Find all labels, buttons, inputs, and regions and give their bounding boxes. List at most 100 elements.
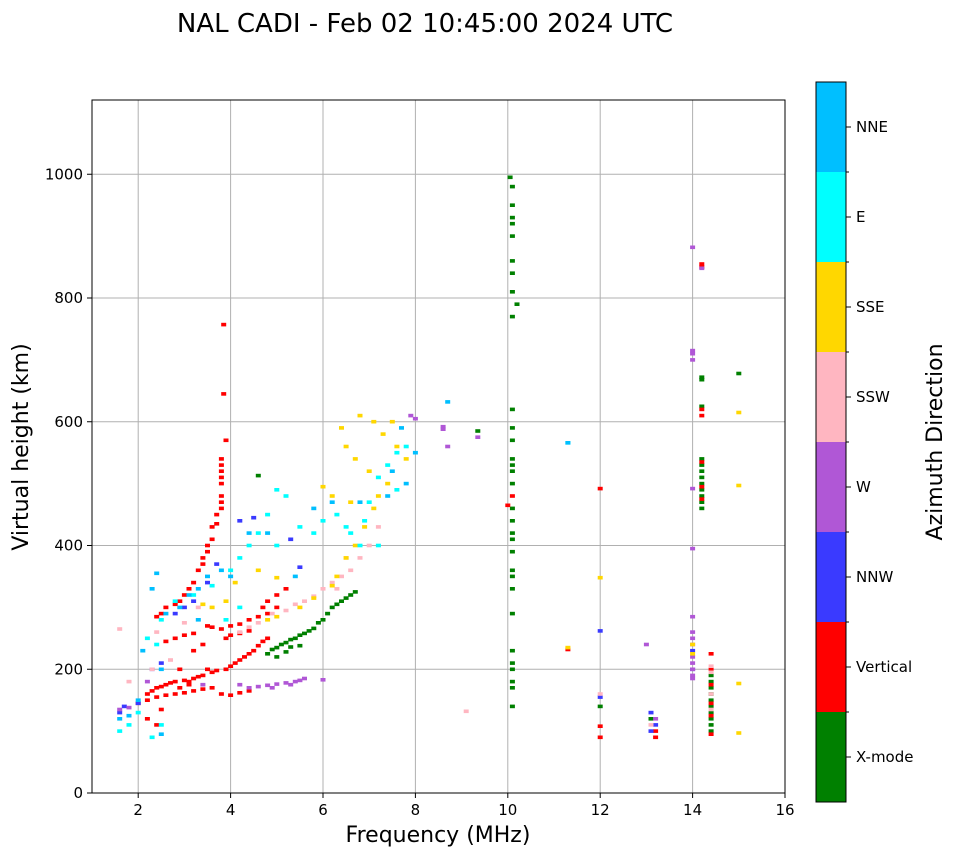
echo-point-vertical [228,624,234,628]
colorbar-segment [816,622,846,712]
echo-point-x-mode [352,590,358,594]
echo-point-sse [565,645,571,650]
echo-point-sse [690,652,696,656]
echo-point-nnw [288,537,294,542]
echo-point-e [154,642,160,647]
echo-point-x-mode [509,574,515,579]
echo-point-x-mode [509,184,515,189]
plot-frame [91,99,786,794]
echo-point-nne [246,531,252,535]
echo-point-ssw [181,621,187,625]
echo-point-x-mode [708,729,714,733]
echo-point-vertical [144,717,150,721]
echo-point-nnw [251,515,257,520]
echo-point-w [475,435,481,439]
echo-point-x-mode [278,642,284,647]
echo-point-w [144,679,150,684]
echo-point-nne [399,426,404,430]
echo-point-w [690,636,696,641]
echo-point-x-mode [597,704,603,709]
colorbar-label-item: Vertical [856,658,912,676]
echo-point-x-mode [292,636,298,641]
echo-point-w [690,661,696,665]
echo-point-w [274,682,280,686]
echo-point-x-mode [699,457,705,461]
echo-point-nne [403,481,409,486]
echo-point-sse [343,556,349,560]
echo-point-vertical [232,661,238,665]
echo-point-sse [380,432,386,436]
echo-point-e [348,531,354,535]
echo-point-e [158,723,164,727]
echo-point-x-mode [320,618,326,622]
echo-point-nne [195,618,201,622]
echo-point-vertical [597,486,603,491]
echo-point-vertical [221,322,227,327]
echo-point-ssw [597,692,603,696]
echo-point-e [209,583,215,588]
echo-point-ssw [708,707,714,712]
echo-point-x-mode [509,463,515,467]
echo-point-x-mode [274,655,280,659]
echo-point-e [375,543,381,548]
echo-point-vertical [218,494,224,498]
echo-point-w [412,416,418,421]
echo-point-x-mode [699,494,705,498]
echo-point-x-mode [509,549,515,554]
colorbar: X-mode Vertical NNW W SSW SSE E NNE [815,81,913,803]
echo-point-ssw [255,621,261,625]
echo-point-sse [403,457,409,461]
echo-point-vertical [223,667,229,672]
echo-point-nnw [181,605,187,610]
echo-point-w [690,546,696,551]
echo-point-vertical [699,407,705,412]
echo-point-vertical [144,692,150,696]
echo-point-vertical [265,636,271,641]
echo-point-vertical [565,647,571,652]
echo-point-nne [177,605,183,610]
echo-point-nne [140,648,146,653]
colorbar-label-item: NNE [856,118,888,136]
echo-point-sse [389,419,395,424]
x-tick-label: 10 [498,801,517,819]
echo-point-e [385,463,391,467]
echo-point-x-mode [648,717,654,721]
echo-point-w [302,676,307,681]
echo-point-x-mode [509,611,515,616]
echo-point-vertical [708,713,714,718]
echo-point-vertical [163,605,169,610]
echo-point-x-mode [708,710,714,715]
y-tick-label: 0 [73,784,83,802]
echo-point-vertical [699,497,705,501]
echo-point-sse [371,506,377,511]
echo-point-w [690,630,696,634]
echo-point-ssw [708,664,714,668]
echo-point-vertical [209,525,215,529]
echo-point-nnw [237,519,243,523]
echo-point-w [690,655,696,659]
echo-point-ssw [168,658,173,662]
echo-point-sse [362,525,368,529]
echo-point-e [394,450,400,455]
echo-point-ssw [648,723,654,727]
echo-point-vertical [205,624,210,628]
echo-point-vertical [163,693,169,697]
echo-point-ssw [366,543,372,548]
echo-point-w [690,348,696,353]
echo-point-vertical [163,682,169,687]
echo-point-sse [265,618,271,622]
echo-point-nnw [158,661,164,665]
echo-point-vertical [209,686,215,690]
echo-point-e [191,593,197,597]
echo-point-vertical [205,667,210,672]
echo-point-e [228,568,234,573]
colorbar-segment [816,262,846,352]
echo-point-ssw [463,709,469,714]
echo-point-x-mode [507,175,513,180]
echo-point-x-mode [509,481,515,486]
echo-point-x-mode [509,587,515,591]
echo-point-vertical [172,692,178,696]
echo-point-x-mode [509,438,515,443]
echo-point-sse [223,599,229,603]
echo-point-ssw [126,679,132,684]
